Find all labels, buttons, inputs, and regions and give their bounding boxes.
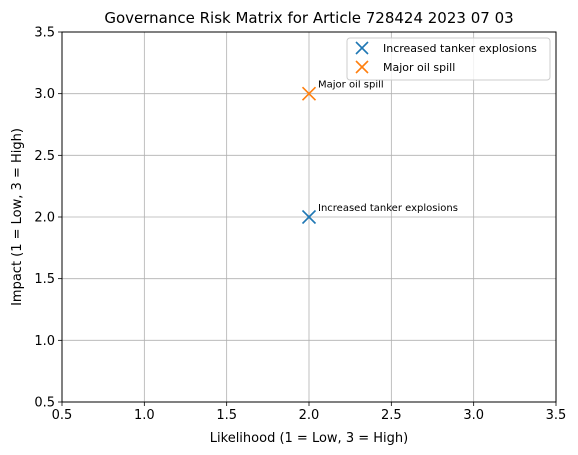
x-tick-label: 2.5 <box>381 408 402 423</box>
y-tick-label: 2.5 <box>34 149 55 164</box>
marker-stroke <box>301 209 317 225</box>
legend-box <box>346 37 551 81</box>
x-tick-label: 2.0 <box>299 408 320 423</box>
data-point <box>301 86 317 101</box>
y-axis-title: Impact (1 = Low, 3 = High) <box>10 128 25 306</box>
x-tick-label: 1.0 <box>134 408 155 423</box>
legend-label: Major oil spill <box>383 61 455 74</box>
x-tick-label: 3.0 <box>463 408 484 423</box>
x-tick-label: 3.5 <box>546 408 567 423</box>
x-tick-label: 1.5 <box>216 408 237 423</box>
y-tick-label: 1.5 <box>34 272 55 287</box>
legend: Increased tanker explosions Major oil spi… <box>346 37 551 81</box>
y-axis-ticks: 0.5 1.0 1.5 2.0 2.5 3.0 3.5 <box>34 26 62 411</box>
marker-stroke <box>355 60 369 74</box>
y-tick-label: 0.5 <box>34 396 55 411</box>
y-tick-label: 3.0 <box>34 87 55 102</box>
x-tick-label: 0.5 <box>52 408 73 423</box>
y-tick-label: 1.0 <box>34 334 55 349</box>
legend-label: Increased tanker explosions <box>383 42 537 55</box>
y-tick-label: 2.0 <box>34 211 55 226</box>
legend-marker <box>355 60 369 74</box>
point-annotation: Increased tanker explosions <box>318 203 458 214</box>
marker-stroke <box>301 86 317 101</box>
data-point <box>301 209 317 225</box>
marker-stroke <box>355 41 369 55</box>
data-marks: Increased tanker explosions Major oil spi… <box>301 80 458 225</box>
y-tick-label: 3.5 <box>34 26 55 41</box>
point-annotation: Major oil spill <box>318 80 384 91</box>
legend-marker <box>355 41 369 55</box>
chart-title: Governance Risk Matrix for Article 72842… <box>104 9 513 27</box>
x-axis-ticks: 0.5 1.0 1.5 2.0 2.5 3.0 3.5 <box>52 402 567 423</box>
x-axis-title: Likelihood (1 = Low, 3 = High) <box>210 431 408 446</box>
